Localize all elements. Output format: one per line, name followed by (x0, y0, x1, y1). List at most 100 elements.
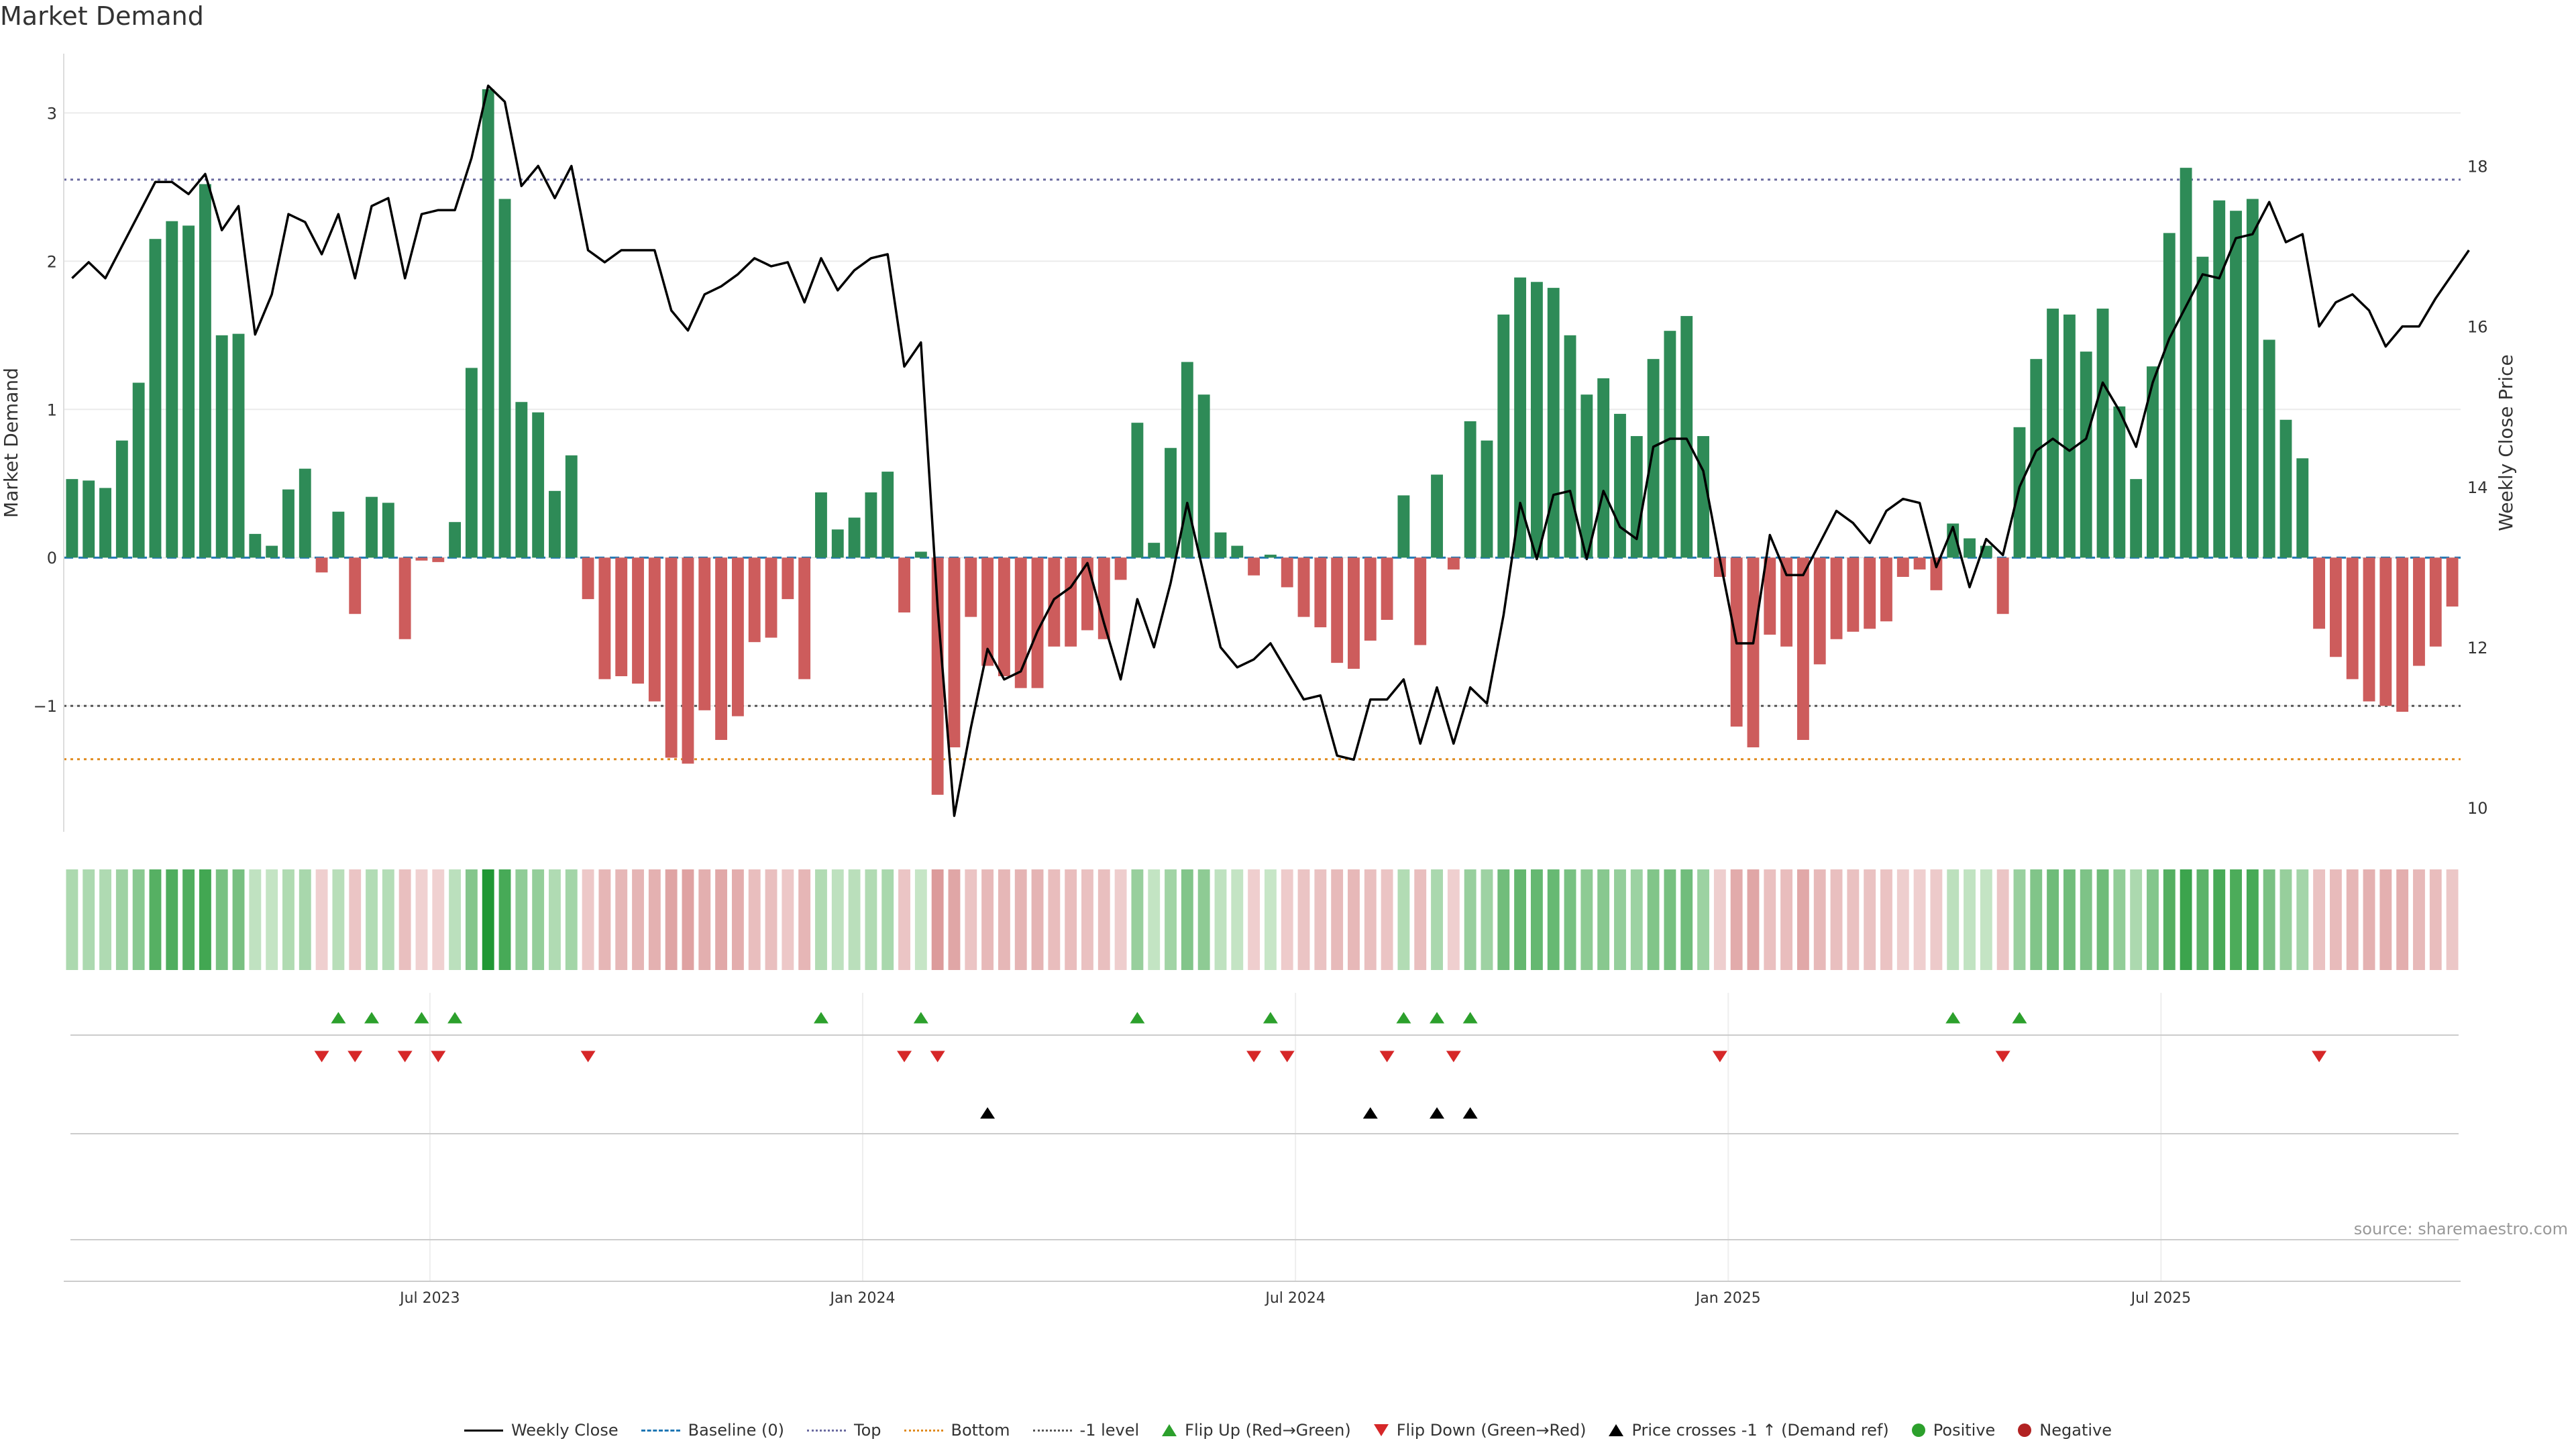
demand-bar (1447, 557, 1460, 570)
heat-cell (998, 869, 1010, 970)
circle-red-icon (2018, 1424, 2032, 1437)
demand-bar (149, 239, 162, 558)
demand-bar (332, 511, 345, 558)
demand-bar (648, 557, 661, 702)
heat-cell (282, 869, 294, 970)
y-axis-title: Market Demand (0, 368, 22, 518)
heat-cell (981, 869, 994, 970)
demand-bar (931, 557, 944, 795)
flip-up-marker (331, 1012, 346, 1024)
heat-cell (482, 869, 494, 970)
heat-cell (1847, 869, 1860, 970)
demand-bar (1780, 557, 1793, 647)
heat-cell (532, 869, 545, 970)
demand-bar (1231, 545, 1244, 558)
y2-tick-label: 12 (2467, 639, 2488, 657)
flip-up-marker (913, 1012, 928, 1024)
flip-down-marker (1279, 1051, 1295, 1063)
demand-bar (914, 551, 927, 558)
heat-cell (831, 869, 844, 970)
demand-bar (698, 557, 711, 710)
heat-cell (598, 869, 611, 970)
dotted-line-orange-icon (904, 1429, 943, 1432)
heat-cell (2446, 869, 2459, 970)
heat-cell (1381, 869, 1393, 970)
heat-cell (2396, 869, 2409, 970)
x-tick-label: Jan 2025 (1695, 1290, 1761, 1307)
heat-cell (1796, 869, 1809, 970)
flip-down-marker (2312, 1051, 2327, 1063)
heat-cell (2047, 869, 2059, 970)
demand-bar (848, 517, 861, 558)
heat-cell (432, 869, 445, 970)
flip-up-marker (1462, 1012, 1478, 1024)
demand-bar (1664, 331, 1676, 558)
demand-bar (2429, 557, 2442, 647)
demand-bar (2130, 479, 2143, 558)
heat-cell (1131, 869, 1144, 970)
heat-cell (382, 869, 394, 970)
demand-bar (981, 557, 994, 666)
heat-cell (398, 869, 411, 970)
demand-bar (83, 480, 95, 558)
demand-bar (315, 557, 328, 573)
demand-bar (1514, 277, 1527, 558)
legend-baseline: Baseline (0) (641, 1421, 784, 1440)
weekly-close-line (71, 85, 2470, 817)
demand-bar (1764, 557, 1776, 635)
legend-label: Flip Down (Green→Red) (1396, 1421, 1587, 1440)
demand-bar (1497, 314, 1510, 558)
triangle-down-icon (1373, 1424, 1389, 1436)
heat-cell (1331, 869, 1344, 970)
demand-bar (2196, 256, 2209, 558)
x-tick-label: Jan 2024 (829, 1290, 896, 1307)
y-tick-label: 3 (47, 104, 57, 123)
demand-bar (948, 557, 961, 748)
y2-axis-title: Weekly Close Price (2495, 354, 2517, 531)
demand-bar (132, 382, 145, 558)
flip-down-marker (1712, 1051, 1727, 1063)
heat-cell (1281, 869, 1293, 970)
heat-cell (948, 869, 961, 970)
demand-bar (498, 199, 511, 558)
demand-bar (2163, 233, 2176, 558)
heat-cell (1431, 869, 1443, 970)
demand-bar (1131, 423, 1144, 558)
heat-cell (1181, 869, 1193, 970)
heat-cell (215, 869, 228, 970)
heat-cell (1364, 869, 1377, 970)
heat-cell (1697, 869, 1709, 970)
demand-bar (2113, 406, 2126, 558)
demand-bar (2263, 339, 2275, 558)
heat-cell (1214, 869, 1227, 970)
flip-down-marker (1995, 1051, 2010, 1063)
legend-label: Price crosses -1 ↑ (Demand ref) (1631, 1421, 1889, 1440)
heat-cell (1481, 869, 1493, 970)
legend: Weekly Close Baseline (0) Top Bottom -1 … (0, 1421, 2576, 1440)
demand-bar (2180, 168, 2192, 558)
heat-cell (1830, 869, 1843, 970)
heat-cell (1913, 869, 1926, 970)
demand-bar (2213, 200, 2226, 558)
demand-bar (465, 368, 478, 558)
demand-bar (1348, 557, 1360, 669)
flip-up-marker (1130, 1012, 1145, 1024)
heat-cell (931, 869, 944, 970)
legend-flip-down: Flip Down (Green→Red) (1373, 1421, 1587, 1440)
demand-bar (782, 557, 794, 600)
heat-cell (349, 869, 362, 970)
heat-cell (99, 869, 111, 970)
demand-bar (1097, 557, 1110, 639)
demand-bar (2363, 557, 2375, 702)
demand-bar (532, 412, 545, 558)
heat-cell (1248, 869, 1260, 970)
heat-cell (1097, 869, 1110, 970)
demand-bar (1830, 557, 1843, 639)
flip-up-marker (813, 1012, 828, 1024)
demand-bar (998, 557, 1010, 676)
reference-lines (64, 178, 2461, 761)
heat-cell (1014, 869, 1027, 970)
heat-cell (1880, 869, 1892, 970)
heat-cell (2180, 869, 2192, 970)
